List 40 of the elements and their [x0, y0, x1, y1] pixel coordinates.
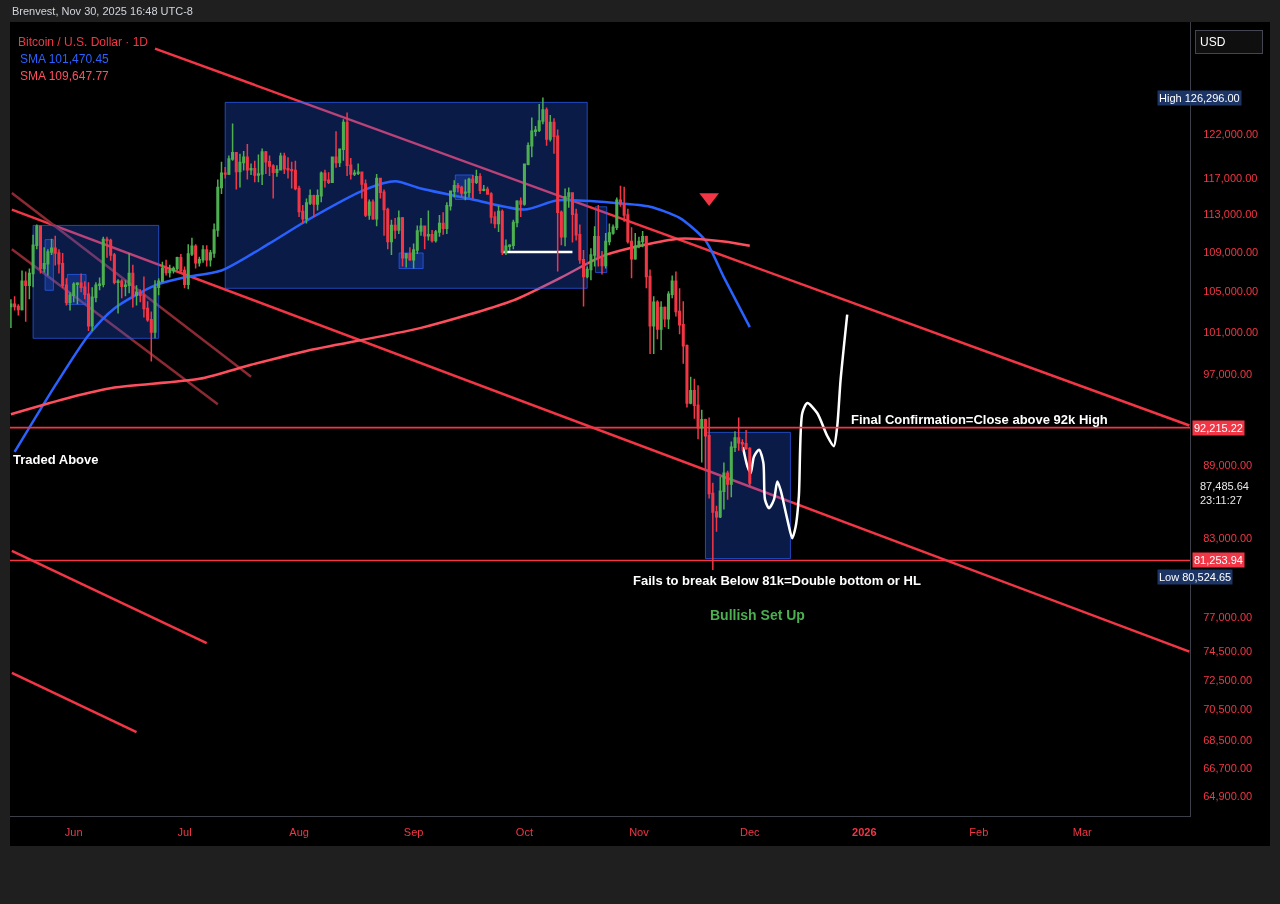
y-tick-label: 66,700.00: [1203, 761, 1253, 774]
y-tick-label: 113,000.00: [1203, 208, 1258, 221]
y-tick-label: 105,000.00: [1203, 285, 1259, 298]
y-tick-label: 68,500.00: [1203, 733, 1253, 746]
annotation: Bullish Set Up: [710, 607, 805, 623]
text: SMA 109,647.77: [20, 69, 110, 83]
text: Bitcoin / U.S. Dollar · 1D: [18, 35, 149, 50]
x-tick-label: Jun: [64, 826, 83, 839]
x-tick-label: Dec: [739, 826, 761, 839]
annotation: High 126,296.00: [1159, 92, 1240, 104]
ref-line-label: 92,215.22: [1194, 422, 1243, 434]
x-tick-label: Feb: [969, 826, 989, 839]
y-tick-label: 89,000.00: [1203, 458, 1253, 471]
y-tick-label: 101,000.00: [1203, 325, 1259, 338]
x-tick-label: 2026: [852, 826, 877, 839]
y-tick-label: 74,500.00: [1203, 645, 1253, 658]
x-tick-label: Nov: [629, 826, 650, 839]
x-tick-label: Oct: [515, 826, 533, 839]
annotation: Traded Above: [13, 452, 99, 467]
y-axis-title: USD: [1200, 35, 1226, 49]
y-tick-label: 83,000.00: [1203, 531, 1253, 544]
y-tick-label: 77,000.00: [1203, 610, 1253, 623]
y-tick-label: 117,000.00: [1203, 171, 1258, 184]
text: 87,485.64 23:11:27: [1200, 480, 1249, 507]
x-tick-label: Mar: [1072, 826, 1093, 839]
chart-subtitle: Brenvest, Nov 30, 2025 16:48 UTC-8: [12, 5, 193, 17]
y-tick-label: 97,000.00: [1203, 368, 1253, 381]
y-tick-label: 70,500.00: [1203, 703, 1253, 716]
x-tick-label: Sep: [403, 826, 424, 839]
ref-line-label: 81,253.94: [1194, 554, 1243, 566]
y-tick-label: 122,000.00: [1203, 127, 1259, 140]
x-tick-label: Jul: [177, 826, 192, 839]
annotation: Fails to break Below 81k=Double bottom or HL: [633, 573, 921, 588]
y-tick-label: 72,500.00: [1203, 673, 1253, 686]
annotation: Low 80,524.65: [1159, 571, 1232, 583]
y-tick-label: 109,000.00: [1203, 245, 1259, 258]
text: SMA 101,470.45: [20, 52, 110, 66]
annotation: Final Confirmation=Close above 92k High: [851, 412, 1108, 427]
y-tick-label: 64,900.00: [1203, 790, 1253, 803]
x-tick-label: Aug: [289, 826, 309, 839]
